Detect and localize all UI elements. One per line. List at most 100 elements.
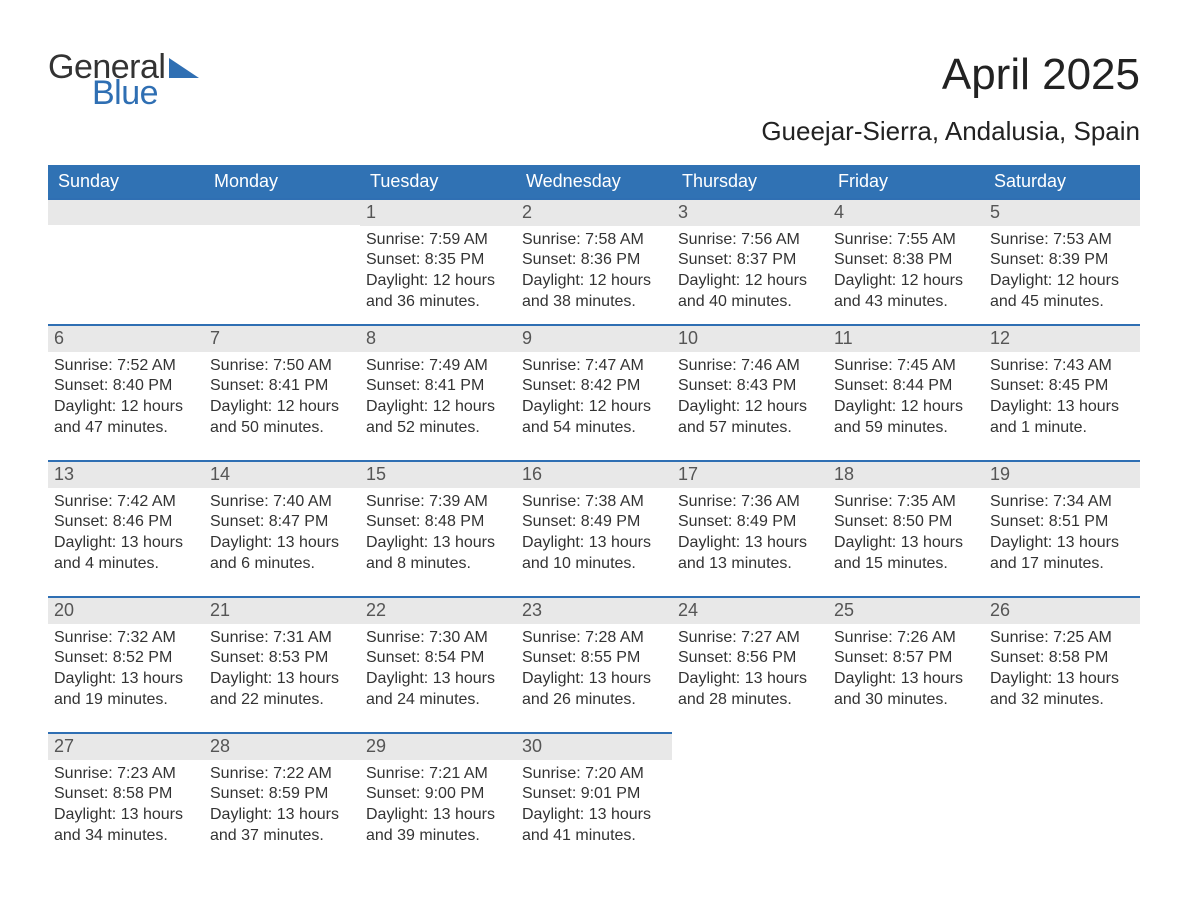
daylight-line2: and 30 minutes. [834,690,978,711]
daylight-line1: Daylight: 13 hours [990,397,1134,418]
calendar-cell [204,198,360,324]
day-info: Sunrise: 7:58 AMSunset: 8:36 PMDaylight:… [516,226,672,313]
daylight-line2: and 40 minutes. [678,292,822,313]
daylight-line1: Daylight: 12 hours [54,397,198,418]
sunset-line: Sunset: 8:50 PM [834,512,978,533]
daylight-line2: and 41 minutes. [522,826,666,847]
day-info: Sunrise: 7:43 AMSunset: 8:45 PMDaylight:… [984,352,1140,439]
day-number: 29 [360,734,516,760]
day-header: Tuesday [360,165,516,198]
daylight-line1: Daylight: 13 hours [678,533,822,554]
sunrise-line: Sunrise: 7:58 AM [522,230,666,251]
calendar-cell: 1Sunrise: 7:59 AMSunset: 8:35 PMDaylight… [360,198,516,324]
day-info: Sunrise: 7:20 AMSunset: 9:01 PMDaylight:… [516,760,672,847]
calendar-cell: 19Sunrise: 7:34 AMSunset: 8:51 PMDayligh… [984,460,1140,596]
sunset-line: Sunset: 9:00 PM [366,784,510,805]
day-number: 8 [360,326,516,352]
daylight-line1: Daylight: 13 hours [210,533,354,554]
daylight-line2: and 13 minutes. [678,554,822,575]
sunset-line: Sunset: 8:49 PM [522,512,666,533]
calendar-cell: 3Sunrise: 7:56 AMSunset: 8:37 PMDaylight… [672,198,828,324]
sunrise-line: Sunrise: 7:56 AM [678,230,822,251]
calendar-cell: 17Sunrise: 7:36 AMSunset: 8:49 PMDayligh… [672,460,828,596]
daylight-line2: and 52 minutes. [366,418,510,439]
day-number: 30 [516,734,672,760]
calendar-cell: 8Sunrise: 7:49 AMSunset: 8:41 PMDaylight… [360,324,516,460]
sunrise-line: Sunrise: 7:47 AM [522,356,666,377]
calendar-cell: 4Sunrise: 7:55 AMSunset: 8:38 PMDaylight… [828,198,984,324]
sunrise-line: Sunrise: 7:49 AM [366,356,510,377]
day-number: 9 [516,326,672,352]
daylight-line2: and 1 minute. [990,418,1134,439]
sunset-line: Sunset: 8:45 PM [990,376,1134,397]
day-info: Sunrise: 7:49 AMSunset: 8:41 PMDaylight:… [360,352,516,439]
day-number: 1 [360,200,516,226]
calendar-grid: SundayMondayTuesdayWednesdayThursdayFrid… [48,165,1140,850]
daylight-line1: Daylight: 12 hours [990,271,1134,292]
daylight-line1: Daylight: 12 hours [522,397,666,418]
sunset-line: Sunset: 8:58 PM [54,784,198,805]
sunrise-line: Sunrise: 7:30 AM [366,628,510,649]
sunrise-line: Sunrise: 7:43 AM [990,356,1134,377]
day-number: 4 [828,200,984,226]
day-number [204,200,360,225]
daylight-line1: Daylight: 13 hours [210,805,354,826]
day-number [48,200,204,225]
day-info: Sunrise: 7:38 AMSunset: 8:49 PMDaylight:… [516,488,672,575]
sunset-line: Sunset: 8:44 PM [834,376,978,397]
daylight-line1: Daylight: 12 hours [834,271,978,292]
day-number: 2 [516,200,672,226]
daylight-line1: Daylight: 13 hours [54,669,198,690]
day-info: Sunrise: 7:52 AMSunset: 8:40 PMDaylight:… [48,352,204,439]
sunrise-line: Sunrise: 7:31 AM [210,628,354,649]
calendar-cell [984,732,1140,850]
calendar-cell: 10Sunrise: 7:46 AMSunset: 8:43 PMDayligh… [672,324,828,460]
calendar-cell: 26Sunrise: 7:25 AMSunset: 8:58 PMDayligh… [984,596,1140,732]
day-header: Saturday [984,165,1140,198]
sunrise-line: Sunrise: 7:40 AM [210,492,354,513]
daylight-line2: and 10 minutes. [522,554,666,575]
sunset-line: Sunset: 8:42 PM [522,376,666,397]
day-number: 27 [48,734,204,760]
calendar-cell [48,198,204,324]
daylight-line1: Daylight: 13 hours [54,533,198,554]
sunrise-line: Sunrise: 7:52 AM [54,356,198,377]
calendar-cell: 11Sunrise: 7:45 AMSunset: 8:44 PMDayligh… [828,324,984,460]
sunset-line: Sunset: 8:59 PM [210,784,354,805]
sunset-line: Sunset: 8:53 PM [210,648,354,669]
calendar-cell: 5Sunrise: 7:53 AMSunset: 8:39 PMDaylight… [984,198,1140,324]
day-info: Sunrise: 7:22 AMSunset: 8:59 PMDaylight:… [204,760,360,847]
daylight-line2: and 36 minutes. [366,292,510,313]
page-title: April 2025 [942,50,1140,100]
daylight-line1: Daylight: 12 hours [366,397,510,418]
sunset-line: Sunset: 8:46 PM [54,512,198,533]
sunset-line: Sunset: 8:57 PM [834,648,978,669]
daylight-line2: and 28 minutes. [678,690,822,711]
day-info: Sunrise: 7:40 AMSunset: 8:47 PMDaylight:… [204,488,360,575]
day-info: Sunrise: 7:55 AMSunset: 8:38 PMDaylight:… [828,226,984,313]
day-number: 5 [984,200,1140,226]
sunrise-line: Sunrise: 7:36 AM [678,492,822,513]
daylight-line2: and 19 minutes. [54,690,198,711]
day-number: 7 [204,326,360,352]
daylight-line2: and 54 minutes. [522,418,666,439]
sunrise-line: Sunrise: 7:59 AM [366,230,510,251]
daylight-line1: Daylight: 12 hours [834,397,978,418]
day-number: 17 [672,462,828,488]
sunrise-line: Sunrise: 7:27 AM [678,628,822,649]
sunrise-line: Sunrise: 7:39 AM [366,492,510,513]
calendar-cell: 7Sunrise: 7:50 AMSunset: 8:41 PMDaylight… [204,324,360,460]
day-info: Sunrise: 7:56 AMSunset: 8:37 PMDaylight:… [672,226,828,313]
daylight-line2: and 37 minutes. [210,826,354,847]
day-number: 11 [828,326,984,352]
day-info: Sunrise: 7:26 AMSunset: 8:57 PMDaylight:… [828,624,984,711]
day-info: Sunrise: 7:42 AMSunset: 8:46 PMDaylight:… [48,488,204,575]
daylight-line2: and 39 minutes. [366,826,510,847]
daylight-line1: Daylight: 13 hours [522,533,666,554]
daylight-line1: Daylight: 13 hours [990,533,1134,554]
calendar-cell: 30Sunrise: 7:20 AMSunset: 9:01 PMDayligh… [516,732,672,850]
sunrise-line: Sunrise: 7:34 AM [990,492,1134,513]
sunset-line: Sunset: 8:54 PM [366,648,510,669]
daylight-line1: Daylight: 12 hours [678,397,822,418]
sunset-line: Sunset: 8:39 PM [990,250,1134,271]
